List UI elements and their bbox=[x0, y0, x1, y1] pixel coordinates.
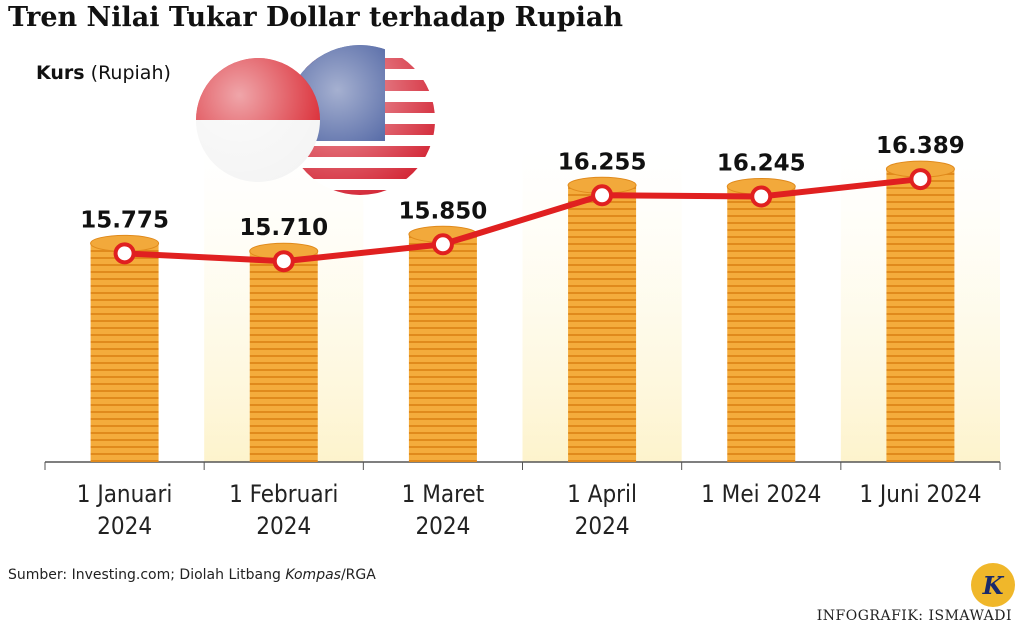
coin-stack bbox=[727, 186, 796, 462]
x-tick-label: 1 Maret 2024 bbox=[401, 480, 485, 540]
coin-stack bbox=[90, 243, 159, 462]
line-point bbox=[750, 185, 773, 208]
line-point bbox=[113, 242, 136, 265]
line-point bbox=[591, 184, 614, 207]
x-tick-label: 1 Januari 2024 bbox=[76, 480, 173, 540]
value-label: 16.389 bbox=[876, 133, 965, 159]
logo-badge bbox=[971, 563, 1015, 607]
coin-stack bbox=[408, 234, 477, 462]
line-point bbox=[431, 233, 454, 256]
x-tick-label: 1 Februari 2024 bbox=[229, 480, 339, 540]
coin-stack bbox=[886, 169, 955, 462]
x-tick-label: 1 Juni 2024 bbox=[859, 480, 982, 508]
credit: INFOGRAFIK: ISMAWADI bbox=[816, 608, 1012, 624]
value-label: 15.775 bbox=[80, 207, 169, 233]
x-tick-label: 1 Mei 2024 bbox=[701, 480, 822, 508]
y-axis-label: Kurs (Rupiah) bbox=[36, 62, 171, 84]
value-label: 15.850 bbox=[399, 198, 488, 224]
x-tick-label: 1 April 2024 bbox=[567, 480, 638, 540]
coin-stack bbox=[568, 185, 637, 463]
source-text: /RGA bbox=[340, 567, 376, 583]
y-label-name: Kurs bbox=[36, 62, 85, 84]
y-label-unit: (Rupiah) bbox=[90, 62, 171, 84]
value-label: 15.710 bbox=[239, 215, 328, 241]
logo: K bbox=[982, 571, 1005, 600]
value-label: 16.255 bbox=[558, 149, 647, 175]
source-text: Sumber: Investing.com; Diolah Litbang bbox=[8, 567, 286, 583]
value-label: 16.245 bbox=[717, 150, 806, 176]
coin-stack bbox=[249, 251, 318, 462]
source: Sumber: Investing.com; Diolah Litbang Ko… bbox=[8, 567, 376, 583]
line-point bbox=[272, 250, 295, 273]
chart-title: Tren Nilai Tukar Dollar terhadap Rupiah bbox=[8, 2, 624, 33]
source-publication: Kompas bbox=[285, 567, 341, 583]
line-point bbox=[909, 168, 932, 191]
trend-line bbox=[124, 176, 921, 265]
